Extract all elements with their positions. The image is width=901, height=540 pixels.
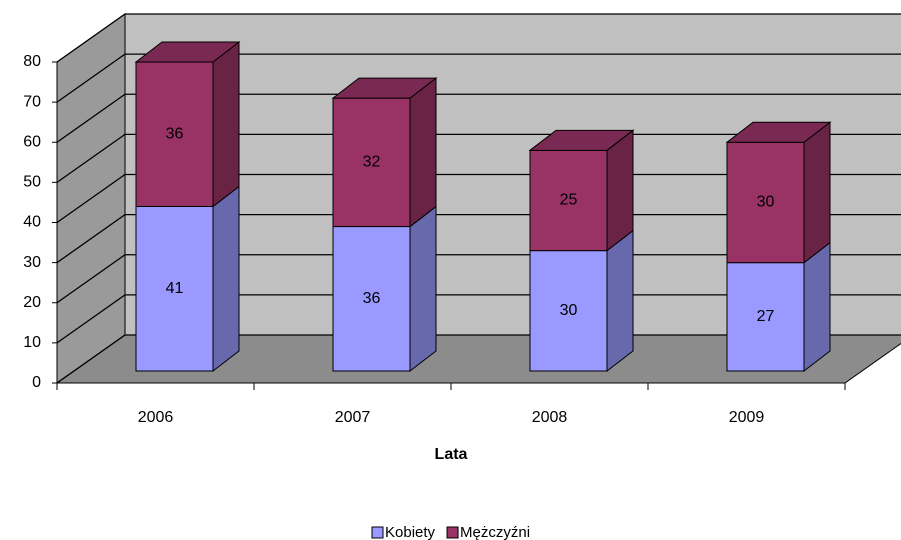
x-tick-label: 2007 bbox=[335, 409, 371, 426]
bar-side bbox=[212, 41, 240, 208]
grid-line bbox=[56, 334, 901, 384]
bar-side bbox=[409, 205, 437, 373]
data-label: 27 bbox=[757, 308, 775, 325]
bar bbox=[135, 61, 214, 207]
x-tick-label: 2009 bbox=[729, 409, 765, 426]
bar bbox=[332, 97, 411, 228]
y-tick-label: 50 bbox=[23, 174, 41, 191]
bar-top bbox=[725, 121, 832, 143]
legend-label: Mężczyźni bbox=[460, 524, 530, 540]
grid-line bbox=[56, 13, 901, 63]
y-tick-label: 20 bbox=[23, 294, 41, 311]
y-tick-label: 60 bbox=[23, 133, 41, 150]
data-label: 36 bbox=[166, 125, 184, 142]
y-tick-label: 0 bbox=[32, 374, 41, 391]
grid-line bbox=[56, 294, 901, 344]
data-label: 30 bbox=[757, 194, 775, 211]
legend-swatch bbox=[446, 526, 459, 539]
bar-top bbox=[528, 129, 635, 151]
bar-top bbox=[331, 77, 438, 99]
bar-side bbox=[212, 185, 240, 373]
bar bbox=[529, 149, 608, 252]
y-tick-label: 30 bbox=[23, 254, 41, 271]
bar-side bbox=[803, 121, 831, 264]
x-tick-label: 2008 bbox=[532, 409, 568, 426]
y-tick-label: 70 bbox=[23, 93, 41, 110]
grid-line bbox=[56, 53, 901, 103]
data-label: 36 bbox=[363, 290, 381, 307]
bar-side bbox=[606, 129, 634, 252]
bar-side bbox=[803, 241, 831, 373]
x-tick-label: 2006 bbox=[138, 409, 174, 426]
bar-side bbox=[606, 229, 634, 373]
grid-line bbox=[56, 93, 901, 143]
bar bbox=[332, 226, 411, 372]
bar bbox=[529, 250, 608, 372]
bar-top bbox=[134, 41, 241, 63]
bar bbox=[135, 205, 214, 372]
data-label: 30 bbox=[560, 302, 578, 319]
grid-line bbox=[56, 254, 901, 304]
legend-label: Kobiety bbox=[385, 524, 436, 540]
grid-line bbox=[56, 133, 901, 183]
bar-side bbox=[409, 77, 437, 228]
y-tick-label: 10 bbox=[23, 334, 41, 351]
y-tick-label: 80 bbox=[23, 53, 41, 70]
data-label: 41 bbox=[166, 280, 184, 297]
grid-line bbox=[56, 173, 901, 224]
grid-line bbox=[56, 213, 901, 264]
y-tick-label: 40 bbox=[23, 214, 41, 231]
data-label: 32 bbox=[363, 154, 381, 171]
x-axis-label: Lata bbox=[435, 446, 468, 463]
data-label: 25 bbox=[560, 192, 578, 209]
legend-swatch bbox=[371, 526, 384, 539]
